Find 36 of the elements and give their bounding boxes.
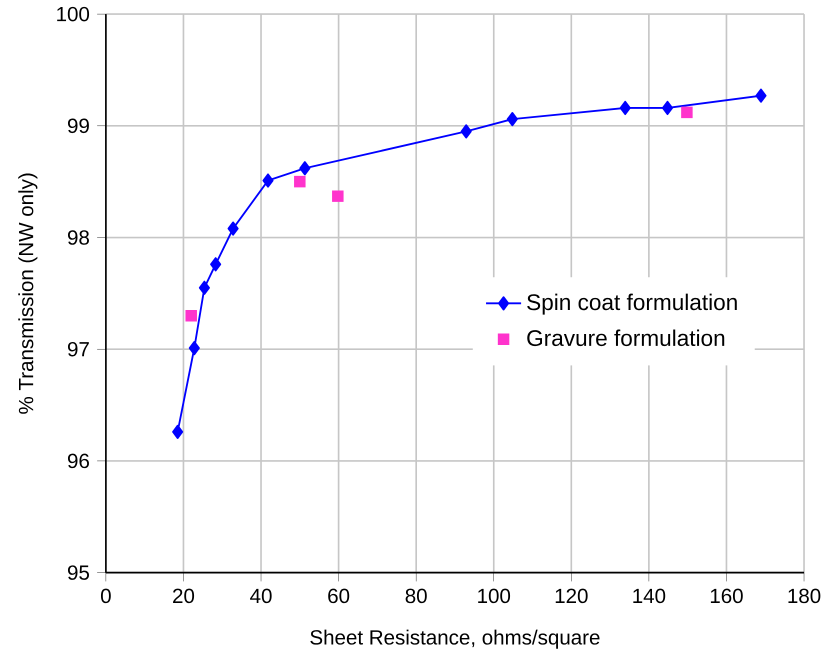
- point: [188, 341, 200, 356]
- x-tick-label: 0: [100, 588, 111, 604]
- point: [332, 190, 344, 202]
- point: [299, 161, 310, 176]
- point: [198, 280, 210, 296]
- x-axis-title: Sheet Resistance, ohms/square: [310, 630, 600, 649]
- x-tick-label: 180: [788, 588, 820, 604]
- y-tick-label: 96: [68, 454, 89, 468]
- point: [681, 106, 693, 118]
- x-tick-label: 60: [328, 588, 350, 604]
- point: [620, 101, 631, 116]
- point: [210, 257, 222, 272]
- y-tick-label: 97: [68, 342, 89, 357]
- legend-label: Gravure formulation: [527, 330, 724, 346]
- x-tick-label: 80: [406, 588, 427, 604]
- x-tick-label: 20: [173, 588, 194, 604]
- x-tick-label: 100: [478, 588, 510, 604]
- y-tick-label: 100: [57, 7, 90, 22]
- legend-label: Spin coat formulation: [527, 294, 737, 315]
- point: [262, 174, 274, 188]
- point: [755, 88, 767, 103]
- y-tick-label: 99: [68, 118, 89, 134]
- point: [172, 424, 184, 440]
- point: [506, 112, 518, 126]
- y-tick-label: 98: [68, 230, 89, 245]
- point: [662, 101, 674, 116]
- x-tick-label: 160: [710, 588, 743, 604]
- y-axis-title: % Transmission (NW only): [18, 174, 38, 414]
- point: [460, 124, 472, 139]
- point: [294, 176, 306, 188]
- x-tick-label: 120: [556, 588, 588, 604]
- x-tick-label: 140: [633, 588, 666, 604]
- x-tick-label: 40: [250, 588, 272, 604]
- point: [185, 310, 197, 322]
- point: [228, 222, 239, 236]
- y-tick-label: 95: [68, 566, 89, 580]
